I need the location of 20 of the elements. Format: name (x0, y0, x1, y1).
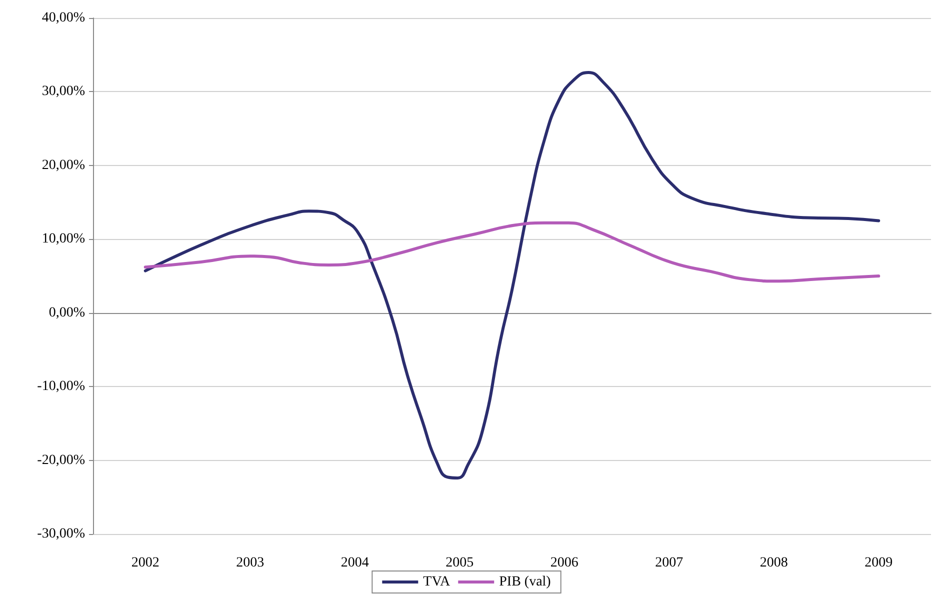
legend-label: TVA (423, 574, 452, 590)
y-tick-label: -20,00% (37, 452, 86, 468)
y-tick-label: -10,00% (37, 379, 86, 394)
y-tick-label: 30,00% (42, 84, 86, 100)
y-tick-label: 0,00% (48, 305, 86, 320)
x-tick-label: 2006 (550, 556, 578, 570)
legend-label: PIB (val) (499, 574, 552, 590)
x-tick-label: 2005 (446, 556, 474, 570)
x-tick-label: 2004 (340, 556, 369, 570)
x-tick-label: 2002 (131, 556, 160, 570)
y-tick-label: -30,00% (37, 526, 86, 542)
line-series (144, 71, 880, 480)
x-tick-label: 2008 (760, 556, 788, 570)
line-series (144, 221, 880, 283)
y-tick-label: 40,00% (42, 10, 86, 26)
y-tick-label: 20,00% (42, 158, 86, 173)
y-tick-label: 10,00% (42, 232, 86, 247)
x-tick-label: 2007 (655, 556, 684, 570)
x-tick-label: 2009 (864, 556, 893, 570)
x-tick-label: 2003 (236, 556, 264, 570)
